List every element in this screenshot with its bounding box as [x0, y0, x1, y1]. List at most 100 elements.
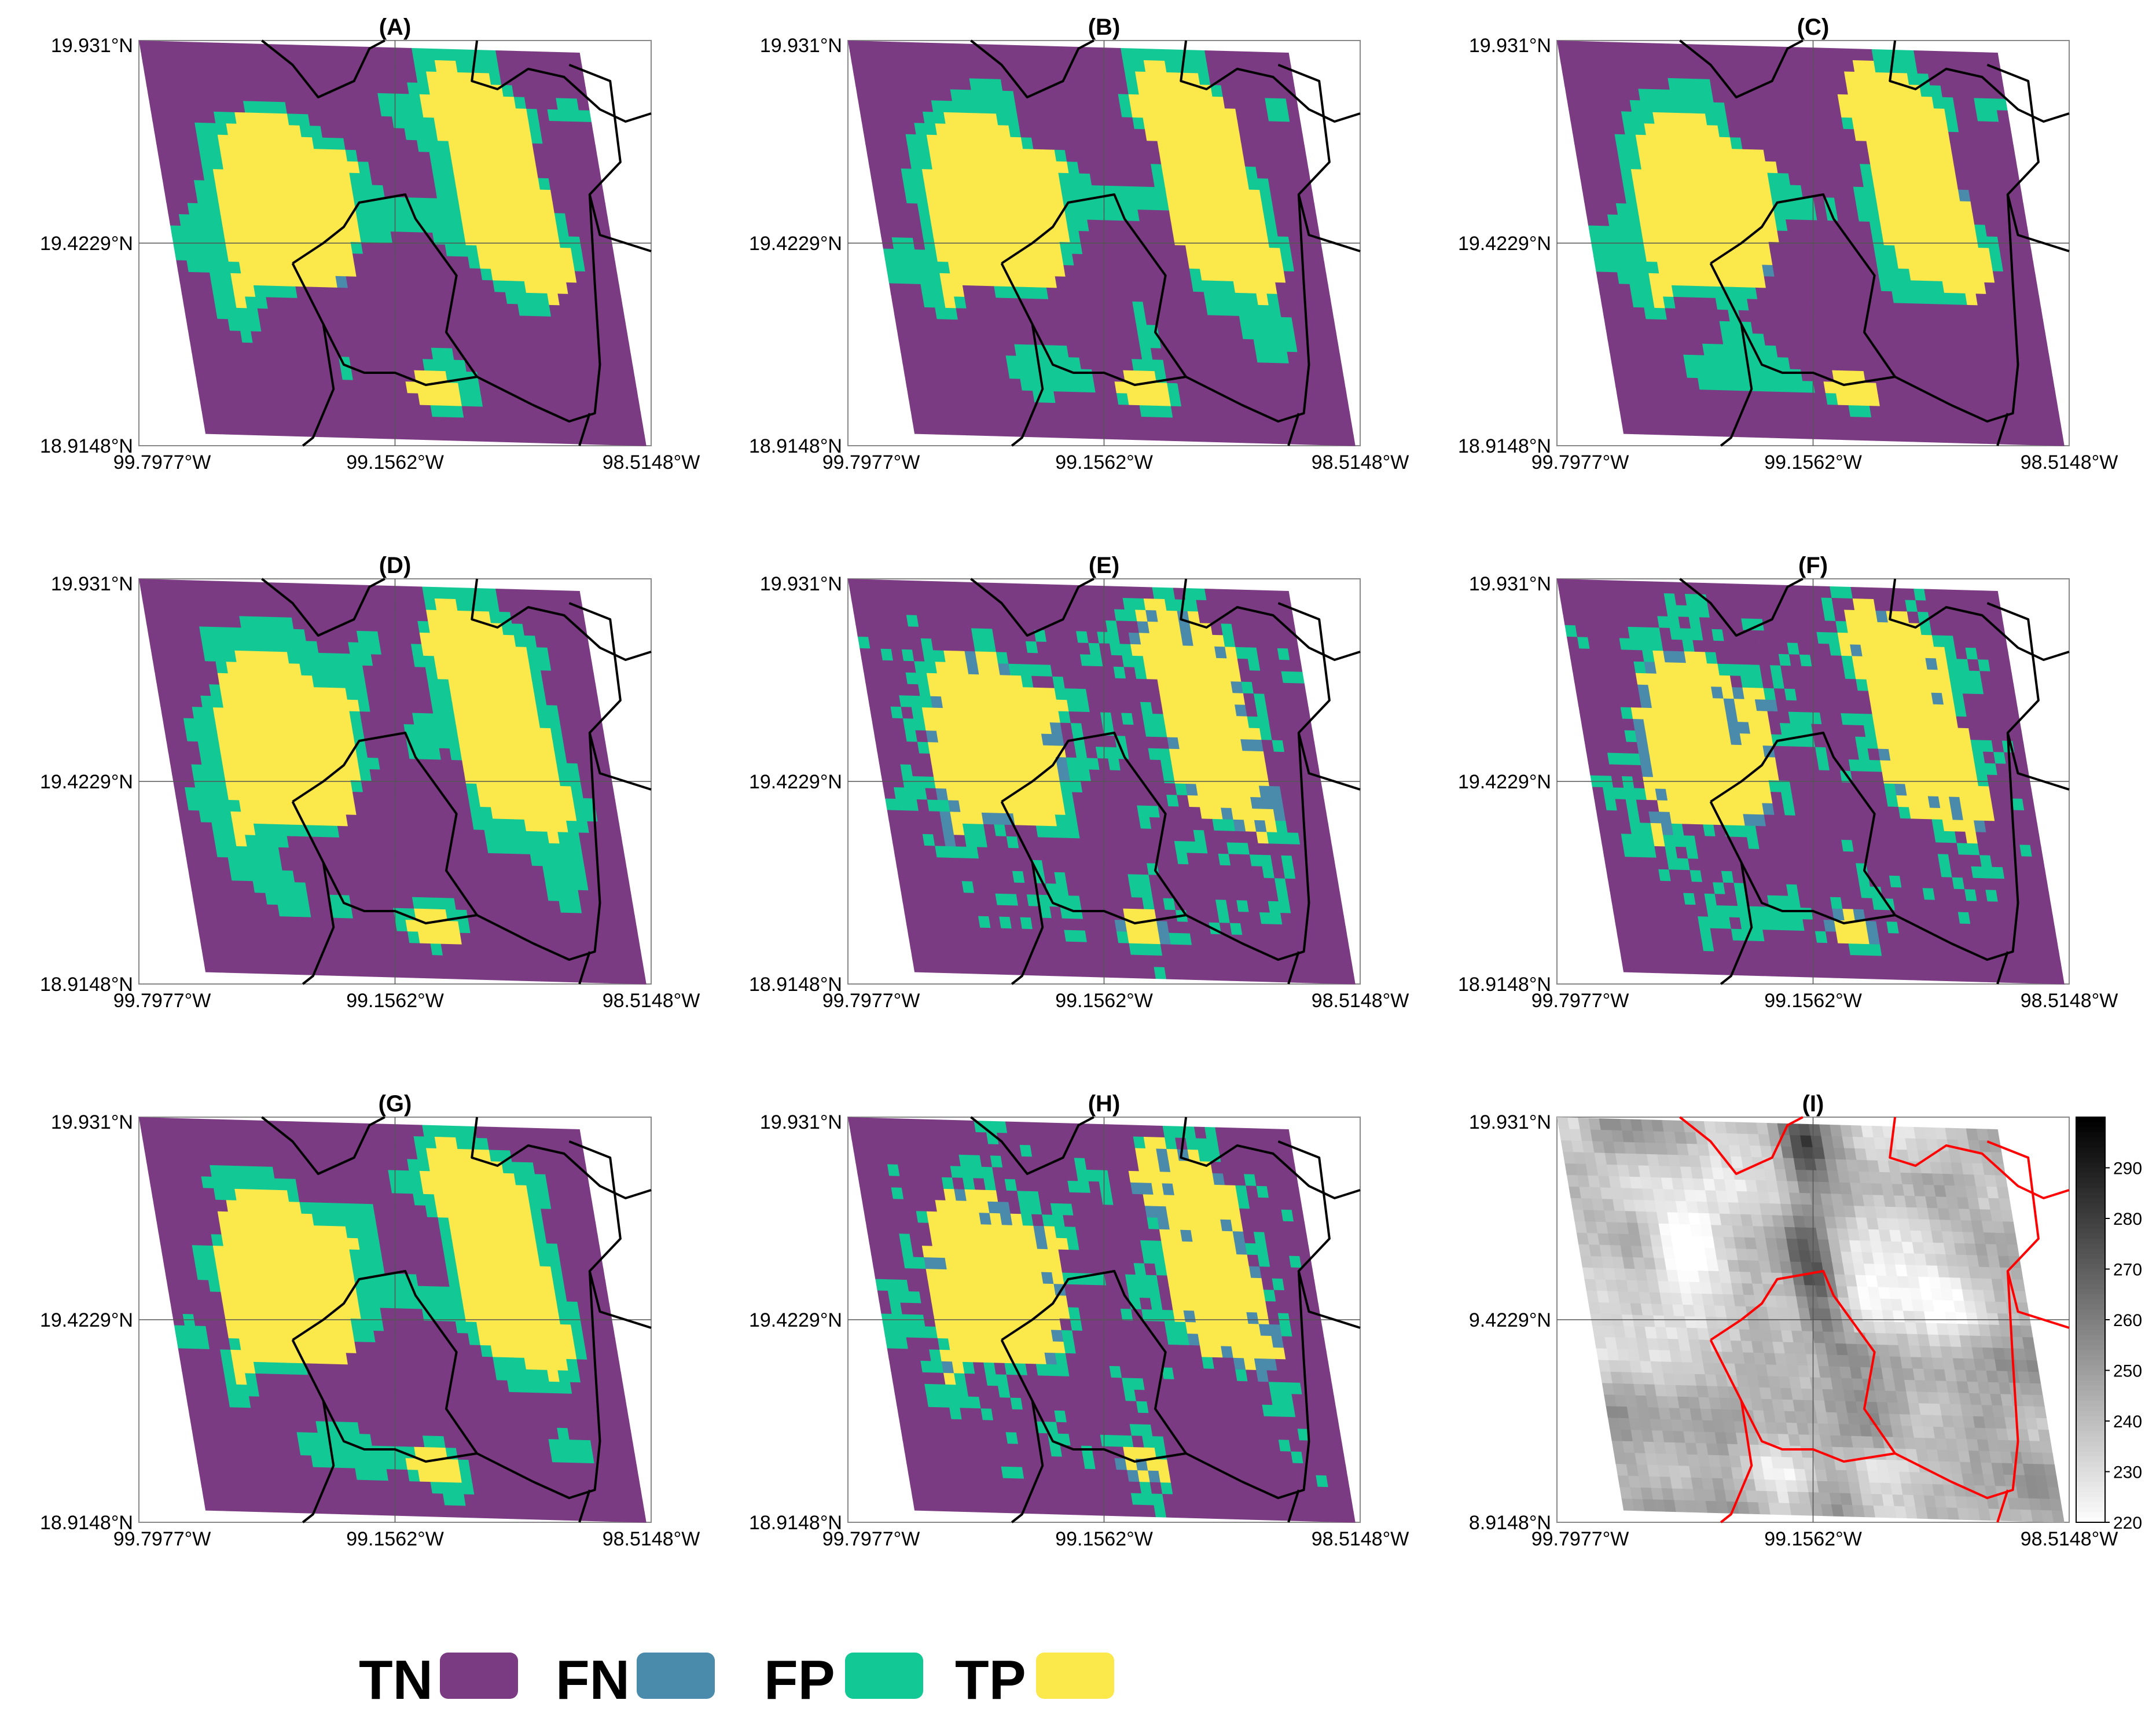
raster-cell — [524, 97, 538, 109]
raster-cell — [219, 146, 233, 159]
raster-cell — [489, 200, 502, 212]
raster-cell — [496, 177, 509, 189]
raster-cell — [348, 46, 362, 59]
raster-cell — [308, 56, 322, 69]
raster-cell — [249, 78, 263, 90]
raster-cell — [159, 98, 172, 111]
raster-cell — [476, 61, 490, 74]
raster-cell — [280, 194, 293, 207]
raster-cell — [247, 124, 260, 137]
raster-cell — [227, 135, 241, 148]
raster-cell — [417, 82, 431, 95]
raster-cell — [494, 108, 508, 120]
raster-cell — [338, 46, 351, 58]
raster-cell — [574, 144, 587, 157]
raster-cell — [554, 213, 567, 226]
raster-cell — [325, 218, 339, 231]
raster-cell — [403, 186, 417, 199]
raster-cell — [270, 136, 283, 149]
raster-cell — [149, 41, 163, 53]
raster-cell — [182, 53, 196, 66]
raster-cell — [239, 78, 252, 90]
raster-cell — [251, 147, 264, 160]
raster-cell — [556, 98, 569, 111]
raster-cell — [207, 134, 220, 147]
raster-cell — [225, 238, 238, 251]
raster-cell — [335, 149, 348, 162]
raster-cell — [627, 399, 641, 412]
raster-cell — [247, 66, 261, 79]
raster-cell — [519, 131, 533, 144]
raster-cell — [510, 74, 523, 86]
raster-cell — [183, 179, 196, 192]
raster-cell — [318, 114, 332, 127]
raster-cell — [173, 122, 187, 134]
raster-cell — [189, 87, 202, 100]
raster-cell — [478, 256, 491, 270]
raster-cell — [411, 232, 425, 245]
raster-cell — [193, 237, 206, 250]
raster-cell — [217, 134, 230, 147]
raster-cell — [519, 189, 532, 201]
raster-cell — [548, 178, 561, 191]
raster-cell — [479, 199, 492, 212]
raster-cell — [458, 199, 471, 211]
raster-cell — [329, 57, 343, 70]
raster-cell — [429, 94, 443, 107]
raster-cell — [558, 52, 571, 65]
raster-cell — [259, 135, 273, 148]
raster-cell — [220, 89, 233, 101]
raster-cell — [242, 158, 255, 171]
raster-cell — [179, 156, 193, 169]
raster-cell — [1321, 306, 1334, 319]
raster-cell — [559, 178, 572, 191]
raster-cell — [355, 150, 369, 163]
raster-cell — [508, 62, 521, 75]
raster-cell — [466, 61, 479, 74]
raster-cell — [317, 229, 330, 242]
raster-cell — [463, 107, 476, 119]
raster-cell — [439, 210, 452, 222]
raster-cell — [324, 207, 337, 219]
raster-cell — [569, 179, 583, 192]
raster-cell — [553, 144, 566, 156]
raster-cell — [331, 252, 344, 266]
raster-cell — [258, 67, 271, 79]
raster-cell — [445, 244, 458, 257]
raster-cell — [306, 229, 319, 242]
raster-cell — [210, 88, 223, 101]
raster-cell — [214, 238, 227, 251]
raster-cell — [422, 48, 435, 61]
raster-cell — [2041, 376, 2055, 388]
raster-cell — [412, 174, 425, 187]
raster-cell — [506, 50, 519, 63]
lat-label: 19.931°N — [760, 35, 842, 57]
raster-cell — [526, 166, 539, 179]
raster-cell — [447, 199, 461, 211]
raster-cell — [541, 74, 554, 87]
raster-cell — [271, 148, 285, 160]
raster-cell — [537, 236, 550, 248]
raster-cell — [465, 118, 479, 131]
raster-cell — [2036, 341, 2049, 354]
raster-cell — [302, 206, 316, 219]
raster-cell — [464, 176, 478, 189]
raster-cell — [205, 123, 218, 135]
raster-cell — [443, 175, 457, 188]
raster-cell — [576, 98, 590, 111]
raster-cell — [1996, 110, 2010, 123]
raster-cell — [150, 109, 164, 122]
raster-cell — [265, 228, 278, 241]
raster-cell — [1301, 191, 1314, 204]
raster-cell — [261, 147, 274, 160]
raster-cell — [469, 141, 482, 154]
lat-label: 19.931°N — [1469, 35, 1551, 57]
raster-cell — [1335, 387, 1348, 400]
raster-cell — [2012, 203, 2026, 215]
raster-cell — [340, 184, 354, 197]
raster-cell — [493, 96, 506, 109]
raster-cell — [172, 53, 185, 65]
raster-cell — [443, 49, 456, 61]
raster-cell — [262, 90, 275, 102]
raster-cell — [189, 214, 203, 227]
